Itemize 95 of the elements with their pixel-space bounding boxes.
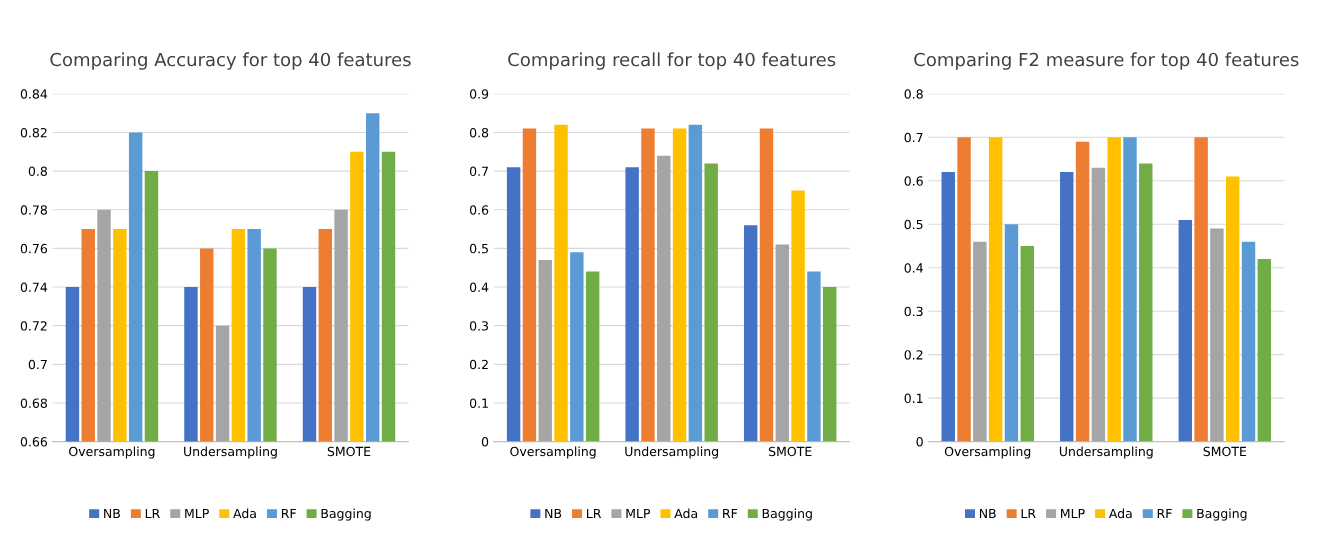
bar xyxy=(1020,245,1034,442)
y-tick-label: 0.2 xyxy=(469,359,488,370)
y-tick-label: 0.8 xyxy=(28,166,47,177)
y-tick-label: 0.1 xyxy=(904,393,923,404)
bar xyxy=(775,244,790,442)
y-tick-label: 0.6 xyxy=(469,205,489,215)
bar xyxy=(641,128,655,442)
bar xyxy=(1107,137,1121,442)
x-tick-label: Oversampling xyxy=(69,446,155,459)
bar xyxy=(807,271,821,442)
y-tick-label: 0.7 xyxy=(28,359,47,370)
y-tick-label: 0.6 xyxy=(904,176,923,186)
bar xyxy=(988,137,1003,442)
legend-label: Bagging xyxy=(762,508,812,521)
legend-label: Ada xyxy=(233,508,256,519)
y-tick-label: 0.8 xyxy=(904,89,923,99)
y-tick-label: 0.84 xyxy=(20,89,48,99)
y-tick-label: 0.7 xyxy=(904,132,923,143)
bar xyxy=(1075,141,1090,442)
legend-label: MLP xyxy=(1061,508,1085,518)
x-tick-label: Oversampling xyxy=(944,446,1031,459)
bar xyxy=(759,128,774,442)
y-tick-label: 0.1 xyxy=(469,398,488,408)
bar xyxy=(585,271,600,442)
x-tick-label: Undersampling xyxy=(1059,446,1153,459)
bar xyxy=(672,128,687,442)
bar xyxy=(657,155,671,442)
legend-label: LR xyxy=(587,508,602,518)
y-tick-label: 0.3 xyxy=(469,321,489,331)
y-tick-label: 0.3 xyxy=(904,306,923,317)
y-tick-label: 0.7 xyxy=(469,166,488,177)
y-tick-label: 0.66 xyxy=(20,437,48,447)
bar xyxy=(1226,176,1240,442)
chart-title: Comparing recall for top 40 features xyxy=(508,52,836,70)
legend-label: RF xyxy=(281,508,296,518)
bar xyxy=(554,124,568,442)
bar xyxy=(506,167,521,442)
y-tick-label: 0.68 xyxy=(20,398,47,408)
bar xyxy=(538,259,552,442)
y-tick-label: 0.2 xyxy=(904,350,923,360)
legend-label: NB xyxy=(979,508,996,518)
y-tick-label: 0.78 xyxy=(20,205,47,215)
x-tick-label: SMOTE xyxy=(327,446,371,457)
y-tick-label: 0.5 xyxy=(904,219,923,230)
y-tick-label: 0.8 xyxy=(469,127,489,138)
legend-label: NB xyxy=(104,508,120,518)
legend-label: LR xyxy=(145,508,160,518)
bar xyxy=(1060,172,1074,442)
bar xyxy=(1178,219,1193,442)
chart-title: Comparing F2 measure for top 40 features xyxy=(914,52,1299,70)
y-tick-label: 0 xyxy=(916,437,923,447)
y-tick-label: 0.82 xyxy=(20,127,47,138)
x-tick-label: Undersampling xyxy=(625,446,718,459)
bar xyxy=(704,163,718,442)
bar xyxy=(570,252,584,442)
bar xyxy=(1091,167,1106,442)
bar xyxy=(688,124,703,442)
bar xyxy=(1241,241,1256,442)
bar xyxy=(791,190,805,442)
y-tick-label: 0.4 xyxy=(904,263,923,273)
legend-label: Bagging xyxy=(1197,508,1247,521)
legend-label: NB xyxy=(545,508,562,518)
bar xyxy=(1257,259,1272,442)
legend-label: RF xyxy=(723,508,738,518)
bar xyxy=(957,137,971,442)
y-tick-label: 0.4 xyxy=(469,282,489,292)
bar xyxy=(1123,137,1137,442)
legend-label: Ada xyxy=(1108,508,1132,519)
chart-title: Comparing Accuracy for top 40 features xyxy=(50,52,411,70)
bar xyxy=(973,241,987,442)
y-tick-label: 0 xyxy=(481,437,489,447)
legend-label: MLP xyxy=(626,508,651,518)
bar xyxy=(625,167,639,442)
legend-label: Bagging xyxy=(321,508,371,521)
y-tick-label: 0.76 xyxy=(20,243,48,254)
y-tick-label: 0.72 xyxy=(20,321,47,331)
bar xyxy=(743,225,758,442)
bar xyxy=(1004,224,1019,442)
legend-label: RF xyxy=(1157,508,1172,518)
y-tick-label: 0.5 xyxy=(469,243,488,254)
bar xyxy=(1210,228,1224,442)
bar xyxy=(1139,163,1153,442)
x-tick-label: Undersampling xyxy=(184,446,277,459)
legend-label: MLP xyxy=(185,508,209,518)
x-tick-label: SMOTE xyxy=(1203,446,1247,457)
bar xyxy=(1194,137,1208,442)
y-tick-label: 0.74 xyxy=(20,282,48,292)
bar xyxy=(522,128,537,442)
bar xyxy=(822,287,837,442)
legend-label: LR xyxy=(1021,508,1036,518)
legend-label: Ada xyxy=(674,508,698,519)
bar xyxy=(941,172,955,442)
x-tick-label: Oversampling xyxy=(510,446,596,459)
y-tick-label: 0.9 xyxy=(469,89,489,99)
x-tick-label: SMOTE xyxy=(768,446,812,457)
